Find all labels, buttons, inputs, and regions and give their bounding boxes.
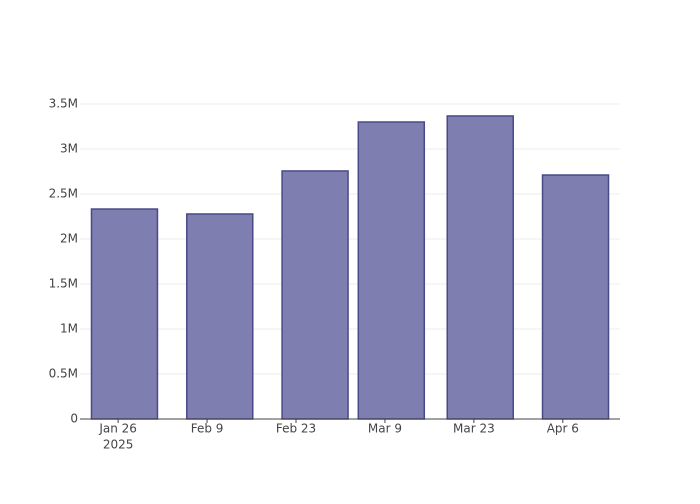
x-tick-label: Mar 9 — [368, 422, 402, 436]
bar — [446, 115, 514, 420]
bar — [357, 121, 426, 420]
y-tick-label: 3M — [60, 142, 78, 156]
x-tick-label: Jan 26 — [98, 422, 137, 436]
x-tick-label: Apr 6 — [547, 422, 579, 436]
y-tick-label: 0.5M — [49, 367, 78, 381]
x-tick-label: Feb 9 — [191, 422, 224, 436]
bar — [186, 213, 254, 420]
bar — [90, 208, 159, 420]
y-tick-label: 3.5M — [49, 97, 78, 111]
x-tick-label: Feb 23 — [276, 422, 316, 436]
y-tick-label: 0 — [70, 412, 78, 426]
y-tick-label: 1.5M — [49, 277, 78, 291]
y-tick-label: 2.5M — [49, 187, 78, 201]
x-year-label: 2025 — [103, 438, 134, 452]
y-tick-label: 1M — [60, 322, 78, 336]
bar — [541, 174, 610, 420]
x-tick-label: Mar 23 — [453, 422, 495, 436]
y-tick-label: 2M — [60, 232, 78, 246]
bar — [281, 170, 349, 420]
